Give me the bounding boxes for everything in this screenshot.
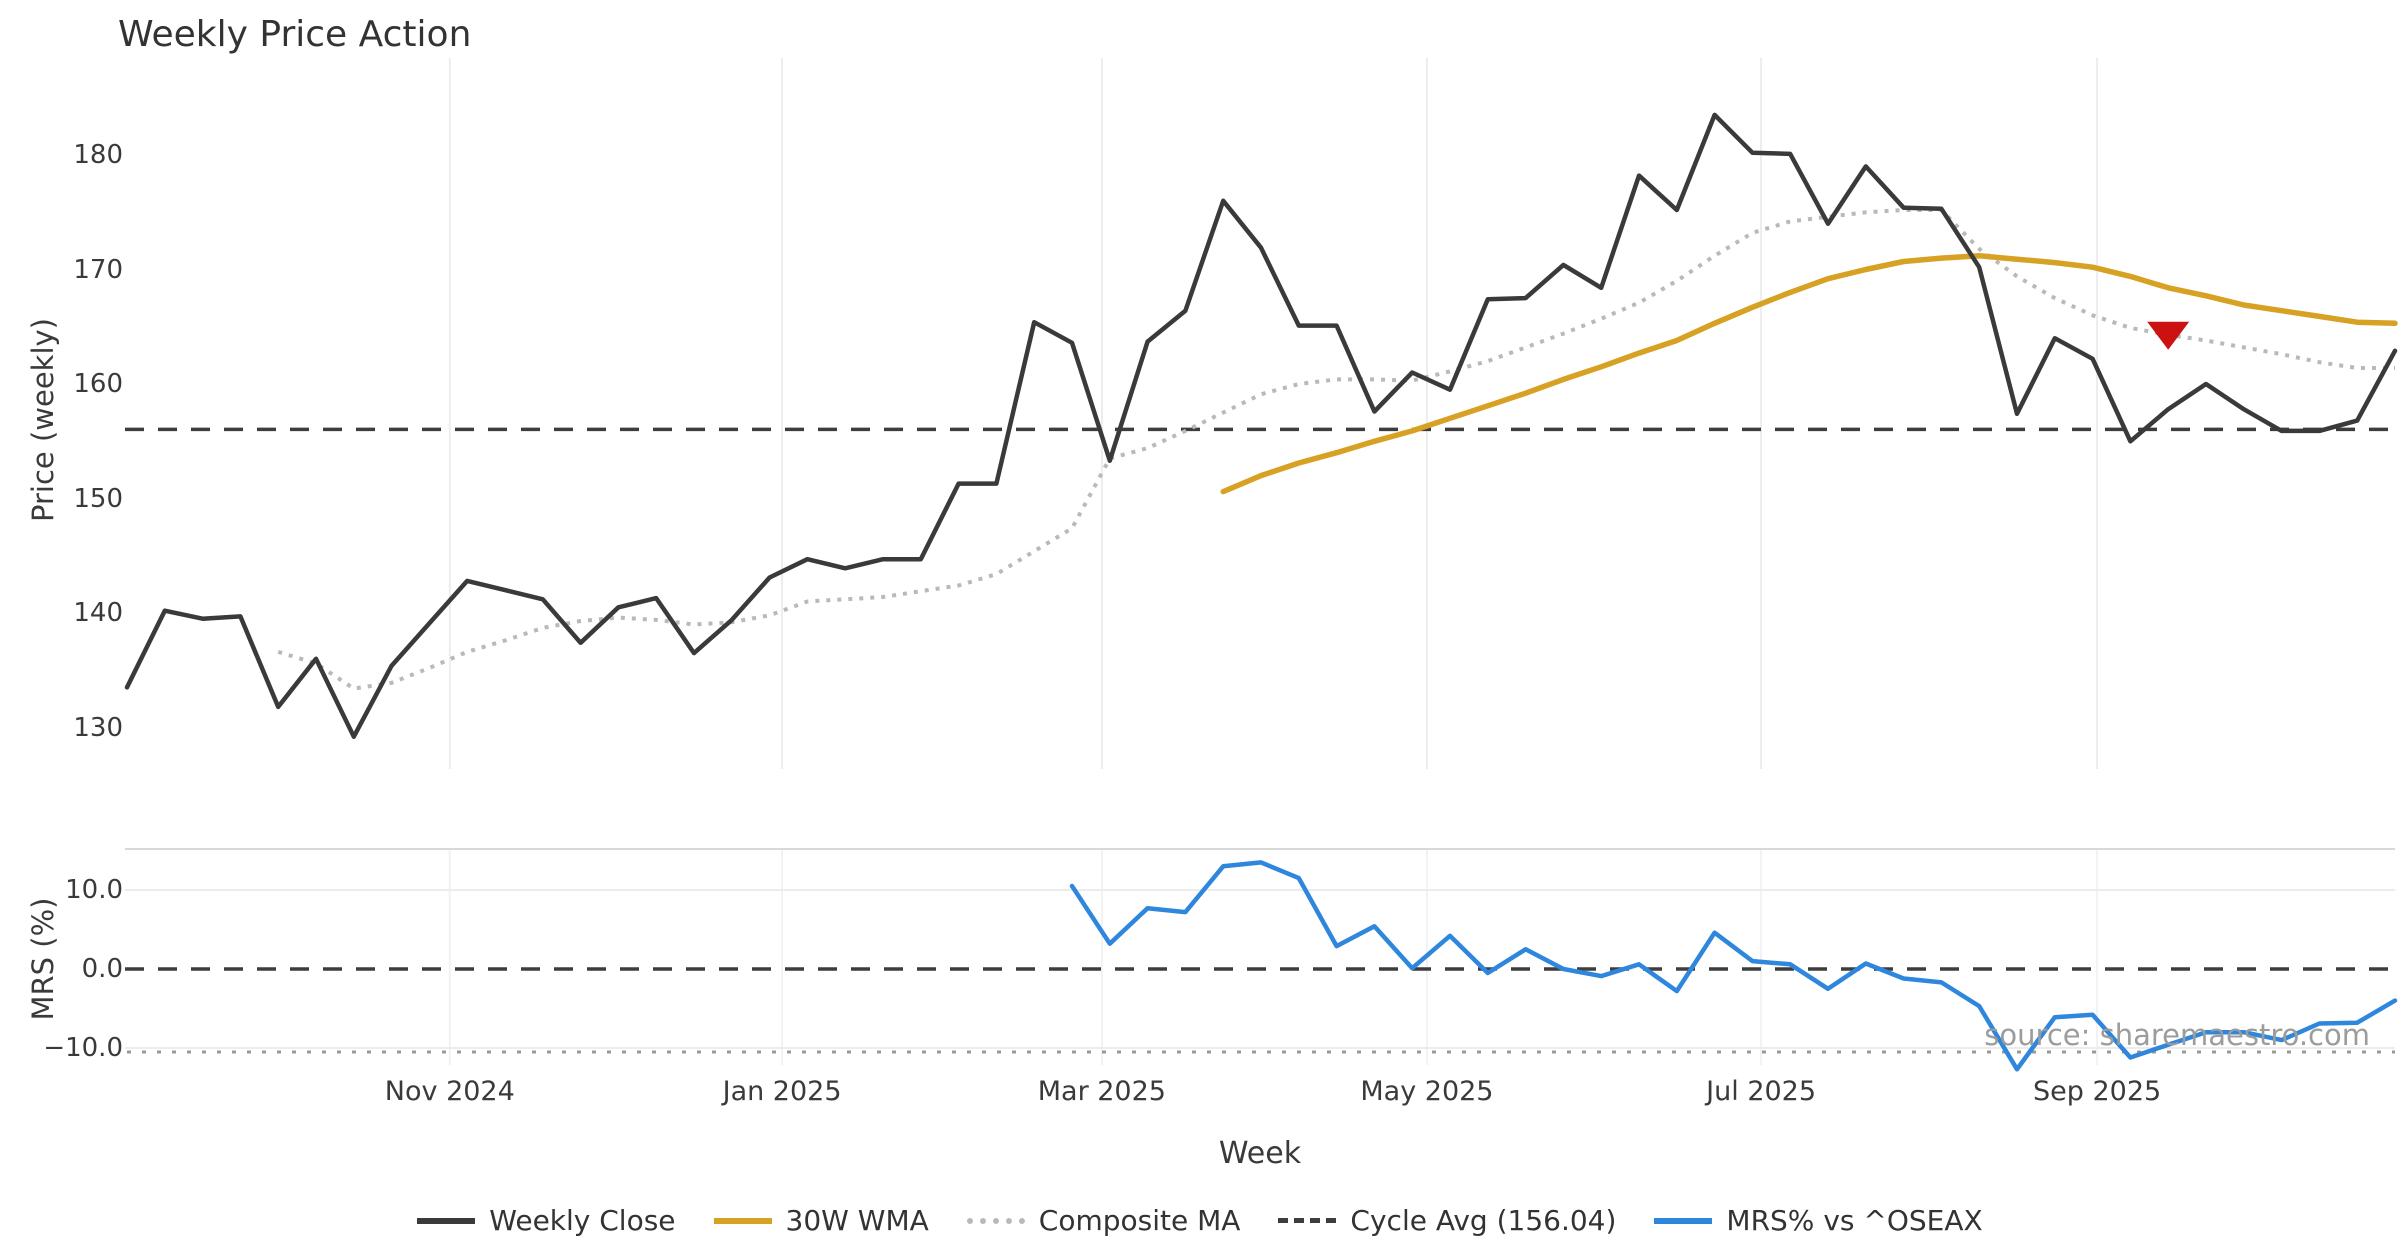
legend-label: Weekly Close [489,1204,676,1237]
mrs-line-swatch [1654,1217,1713,1224]
legend-label: Composite MA [1038,1204,1241,1237]
x-tick-label: Jan 2025 [722,1076,842,1107]
cycle-avg-line-swatch [1278,1218,1337,1223]
x-tick-label: Jul 2025 [1706,1076,1817,1107]
chart-title: Weekly Price Action [118,14,472,55]
composite-ma-line [277,208,2395,691]
price-y-tick-label: 150 [73,483,123,514]
price-y-tick-label: 130 [73,712,123,743]
x-tick-label: May 2025 [1360,1076,1494,1107]
legend-label: MRS% vs ^OSEAX [1726,1204,1983,1237]
legend-item-composite-ma: Composite MA [966,1204,1241,1237]
x-tick-label: Sep 2025 [2033,1076,2162,1107]
wma-30w-line [1220,253,2398,495]
weekly-close-line [124,112,2398,739]
legend-label: Cycle Avg (156.04) [1350,1204,1617,1237]
legend-label: 30W WMA [785,1204,929,1237]
legend-item-mrs: MRS% vs ^OSEAX [1654,1204,1983,1237]
composite-ma-line-swatch [966,1217,1025,1224]
wma-line-swatch [713,1217,772,1224]
legend: Weekly Close 30W WMA Composite MA Cycle … [0,1204,2400,1237]
mrs-y-tick-label: 10.0 [65,875,123,905]
price-y-tick-label: 170 [73,254,123,285]
legend-item-cycle-avg: Cycle Avg (156.04) [1278,1204,1616,1237]
x-tick-label: Mar 2025 [1037,1076,1166,1107]
watermark: source: sharemaestro.com [1984,1018,2370,1052]
legend-item-30w-wma: 30W WMA [713,1204,929,1237]
mrs-line [1069,860,2398,1072]
sell-signal-marker-icon [2147,321,2190,350]
mrs-y-tick-label: 0.0 [81,954,123,984]
price-y-tick-label: 140 [73,598,123,628]
mrs-y-tick-label: −10.0 [43,1033,123,1063]
price-y-tick-label: 180 [73,140,123,170]
price-y-tick-label: 160 [73,369,123,399]
x-tick-label: Nov 2024 [384,1076,515,1107]
legend-item-weekly-close: Weekly Close [417,1204,676,1237]
weekly-close-line-swatch [417,1217,476,1224]
x-axis-label: Week [1218,1136,1302,1171]
